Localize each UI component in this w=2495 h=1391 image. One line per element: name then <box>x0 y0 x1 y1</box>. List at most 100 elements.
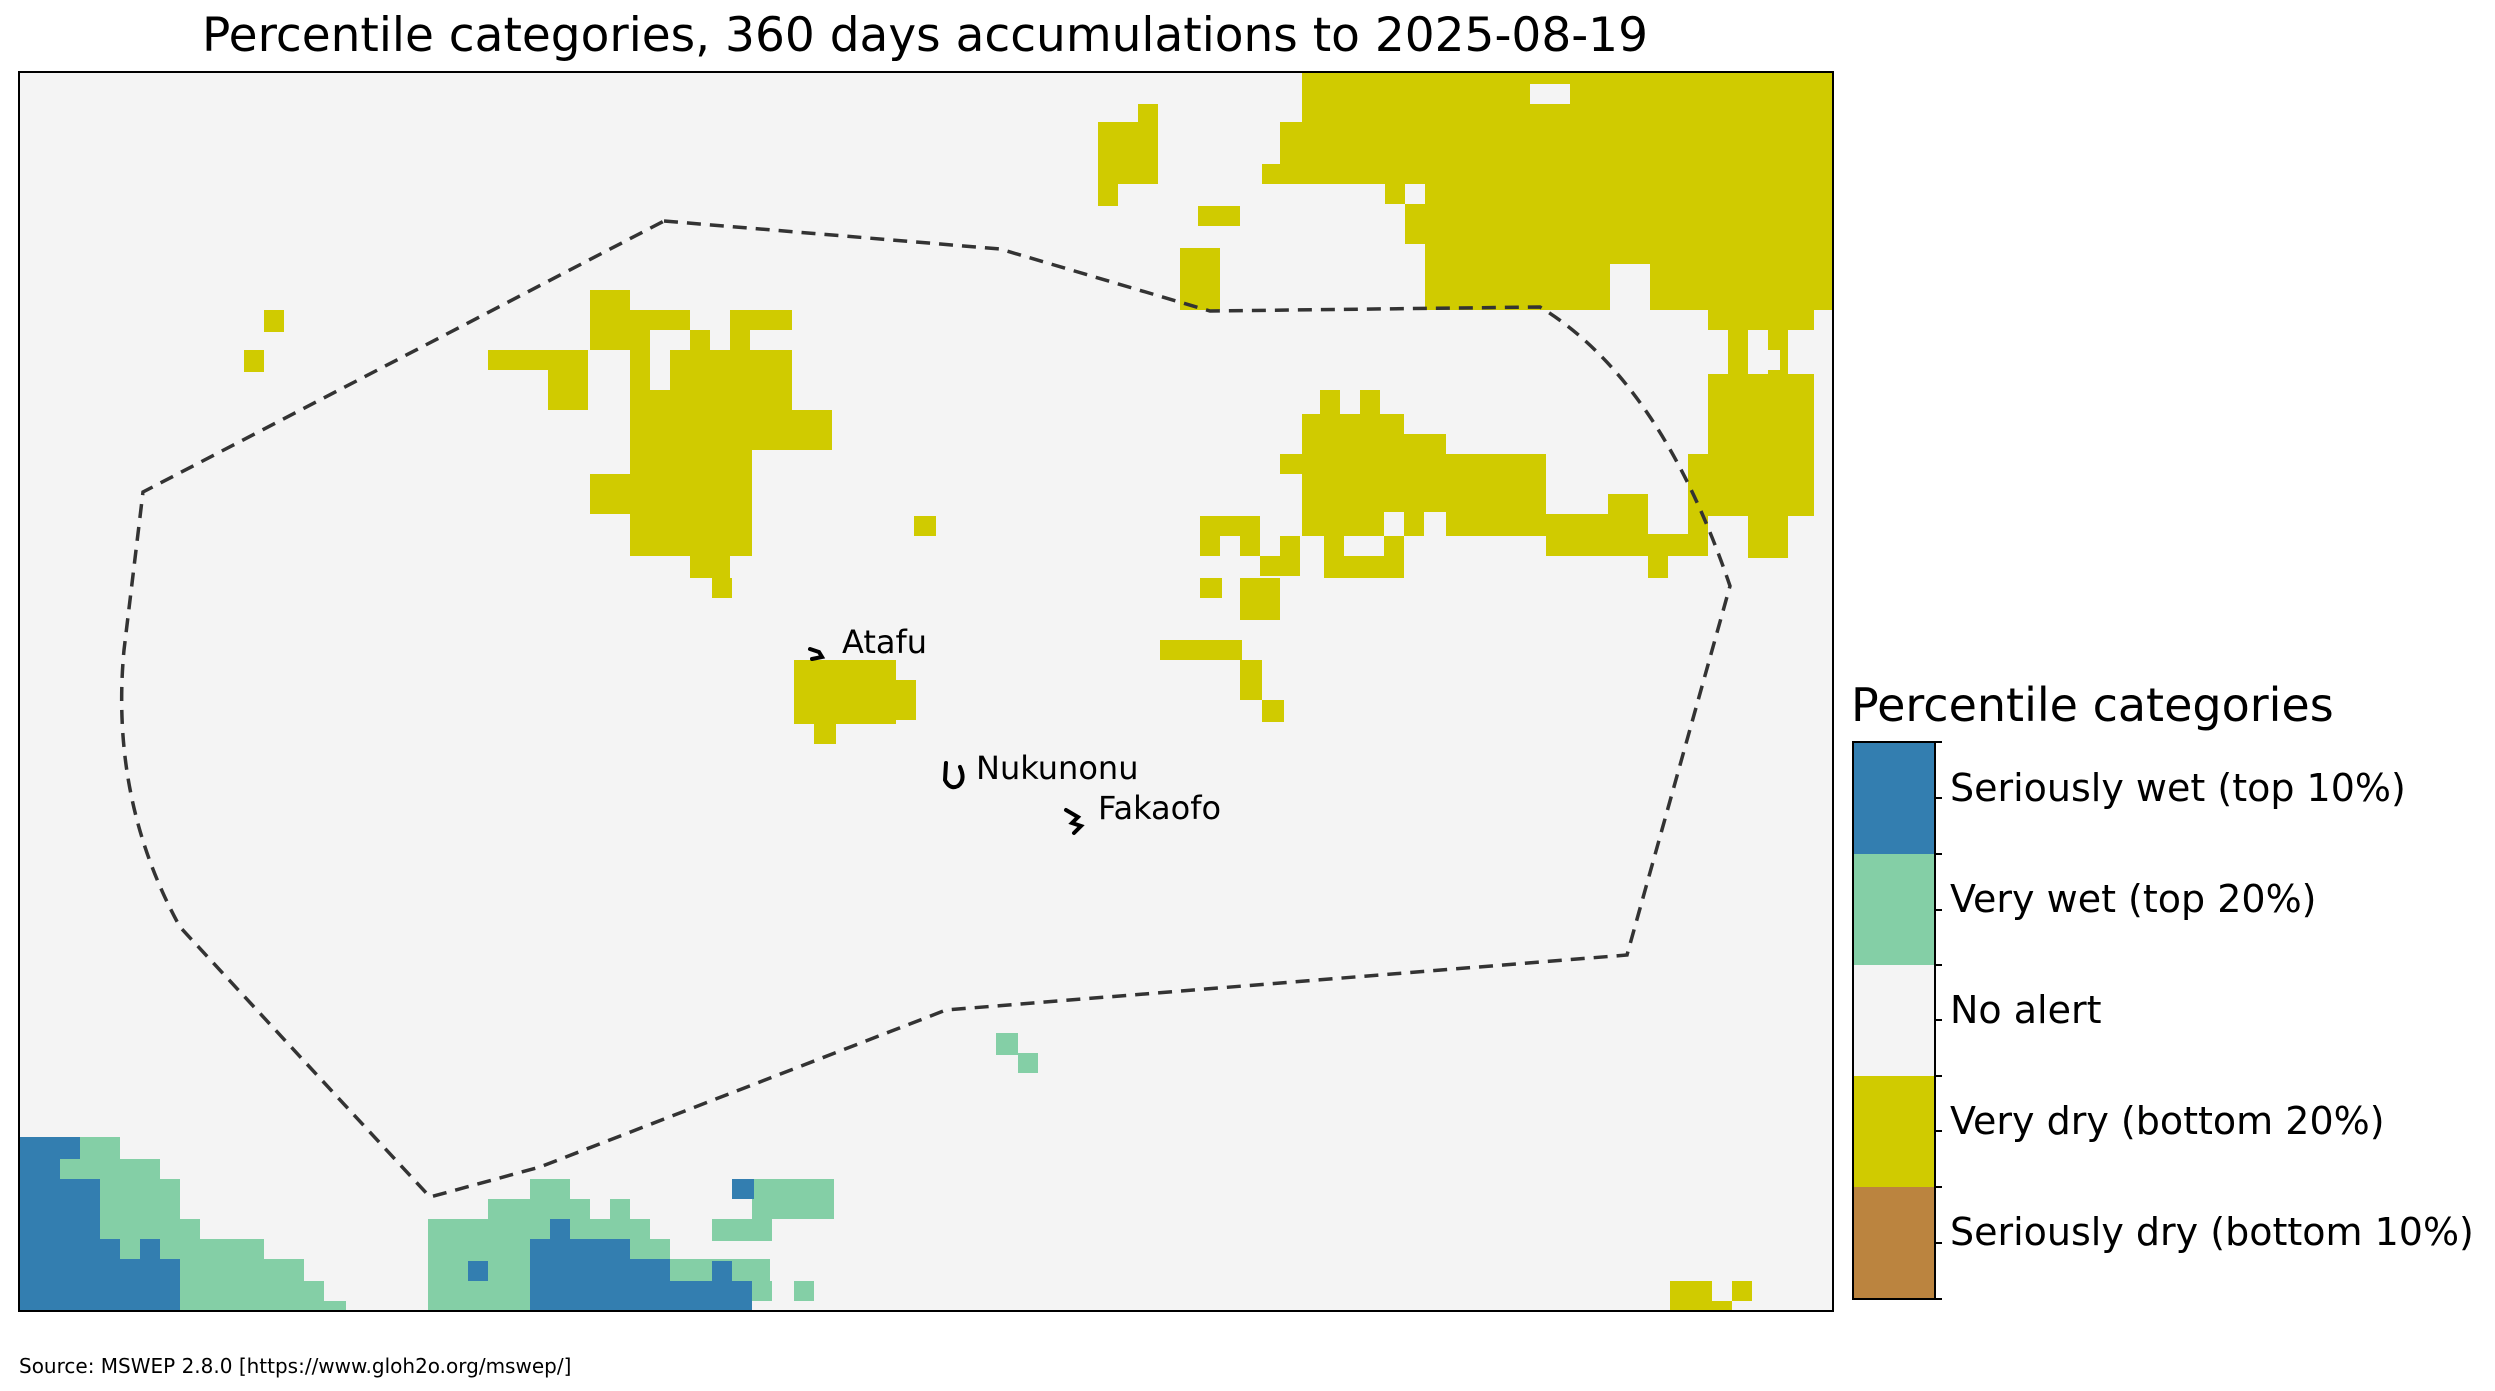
dry-cell <box>1648 556 1668 578</box>
dry-cell <box>690 330 710 350</box>
dry-cell <box>1405 204 1425 224</box>
dry-cell <box>1344 556 1404 578</box>
cutout-cell <box>1760 350 1780 370</box>
nukunonu-atoll <box>942 761 965 790</box>
dry-cell <box>1240 578 1280 620</box>
map-frame <box>18 71 1834 1312</box>
dry-cell <box>630 514 752 556</box>
place-label-atafu: Atafu <box>842 623 927 661</box>
dry-cell <box>1648 534 1688 556</box>
dry-cell <box>1650 264 1833 310</box>
very-wet-cell <box>530 1179 570 1199</box>
legend-swatch-very-wet <box>1853 854 1935 965</box>
dry-cell <box>1240 660 1262 700</box>
dry-cell <box>1160 640 1242 660</box>
dry-cell <box>914 516 936 536</box>
legend-swatch-very-dry <box>1853 1076 1935 1187</box>
dry-cell <box>1320 390 1340 414</box>
dry-cell <box>1708 374 1833 454</box>
dry-cell <box>1180 248 1220 310</box>
dry-cell <box>488 350 588 370</box>
atolls <box>808 647 1085 835</box>
dry-cell <box>1670 1281 1712 1311</box>
dry-cell <box>1302 414 1404 512</box>
dry-cell <box>1280 454 1302 474</box>
dry-cell <box>814 724 836 744</box>
wet-regions <box>19 1033 1038 1311</box>
legend-title: Percentile categories <box>1851 678 2334 732</box>
dry-cell <box>244 350 264 372</box>
fakaofo-atoll <box>1064 808 1085 835</box>
dry-cell <box>590 290 630 350</box>
dry-cell <box>630 450 752 474</box>
legend-label-very-wet: Very wet (top 20%) <box>1950 877 2317 921</box>
seriously-wet-cell <box>468 1261 488 1281</box>
seriously-wet-cell <box>19 1239 120 1261</box>
very-wet-cell <box>160 1239 264 1259</box>
very-wet-cell <box>752 1199 812 1219</box>
cutout-cell <box>1610 290 1650 310</box>
dry-cell <box>1425 264 1610 310</box>
dry-cell <box>1262 700 1284 722</box>
dry-cell <box>1200 516 1260 536</box>
seriously-wet-cell <box>140 1239 160 1259</box>
dry-cell <box>712 578 732 598</box>
very-wet-cell <box>750 1281 772 1301</box>
dry-cell <box>1748 516 1788 558</box>
very-wet-cell <box>712 1219 772 1241</box>
seriously-wet-cell <box>732 1179 754 1199</box>
dry-cell <box>650 390 792 410</box>
seriously-wet-cell <box>630 1259 670 1311</box>
dry-cutouts <box>1302 84 1833 556</box>
very-wet-cell <box>732 1179 834 1199</box>
very-wet-cell <box>304 1281 324 1311</box>
dry-cell <box>1200 536 1220 556</box>
legend-colorbar <box>1852 741 1942 1300</box>
very-wet-cell <box>996 1033 1018 1055</box>
very-wet-cell <box>630 1239 670 1261</box>
dry-cell <box>1425 224 1833 264</box>
cutout-cell <box>1404 248 1424 310</box>
cutout-cell <box>1814 454 1833 556</box>
dry-cell <box>1098 122 1158 184</box>
dry-cell <box>1446 512 1546 536</box>
seriously-wet-cell <box>19 1159 60 1181</box>
legend-tick-marks <box>1935 741 1942 1300</box>
boundary-dashed-line <box>119 219 1732 1199</box>
dry-cell <box>1425 184 1833 224</box>
dry-cell <box>1404 434 1446 512</box>
dry-cell <box>1098 184 1118 206</box>
seriously-wet-cell <box>712 1261 732 1281</box>
seriously-wet-cell <box>19 1179 100 1239</box>
legend-swatch-seriously-dry <box>1853 1187 1935 1299</box>
dry-cell <box>1324 536 1344 578</box>
place-label-fakaofo: Fakaofo <box>1098 789 1221 827</box>
seriously-wet-cell <box>670 1281 752 1311</box>
very-wet-cell <box>180 1259 304 1311</box>
seriously-wet-cell <box>550 1219 570 1239</box>
dry-cell <box>1138 104 1158 122</box>
dry-cell <box>630 310 690 330</box>
very-wet-cell <box>1018 1053 1038 1073</box>
dry-cell <box>630 410 832 450</box>
dry-cell <box>590 474 752 514</box>
dry-cell <box>1384 536 1404 556</box>
dry-cell <box>1198 206 1240 226</box>
very-wet-cell <box>812 1199 834 1219</box>
cutout-cell <box>1530 84 1570 104</box>
map-title: Percentile categories, 360 days accumula… <box>201 8 1648 63</box>
dry-cell <box>1732 1281 1752 1301</box>
dry-cell <box>1446 454 1546 512</box>
seriously-wet-regions <box>19 1137 754 1311</box>
cutout-cell <box>1814 330 1833 454</box>
legend-label-no-alert: No alert <box>1950 988 2102 1032</box>
dry-regions <box>244 72 1833 1311</box>
dry-cell <box>1404 512 1424 536</box>
dry-cell <box>1260 556 1282 576</box>
legend-label-very-dry: Very dry (bottom 20%) <box>1950 1099 2385 1143</box>
seriously-wet-cell <box>19 1137 80 1159</box>
legend-swatch-seriously-wet <box>1853 742 1935 854</box>
dry-cell <box>1708 310 1814 330</box>
dry-cell <box>1200 578 1222 598</box>
